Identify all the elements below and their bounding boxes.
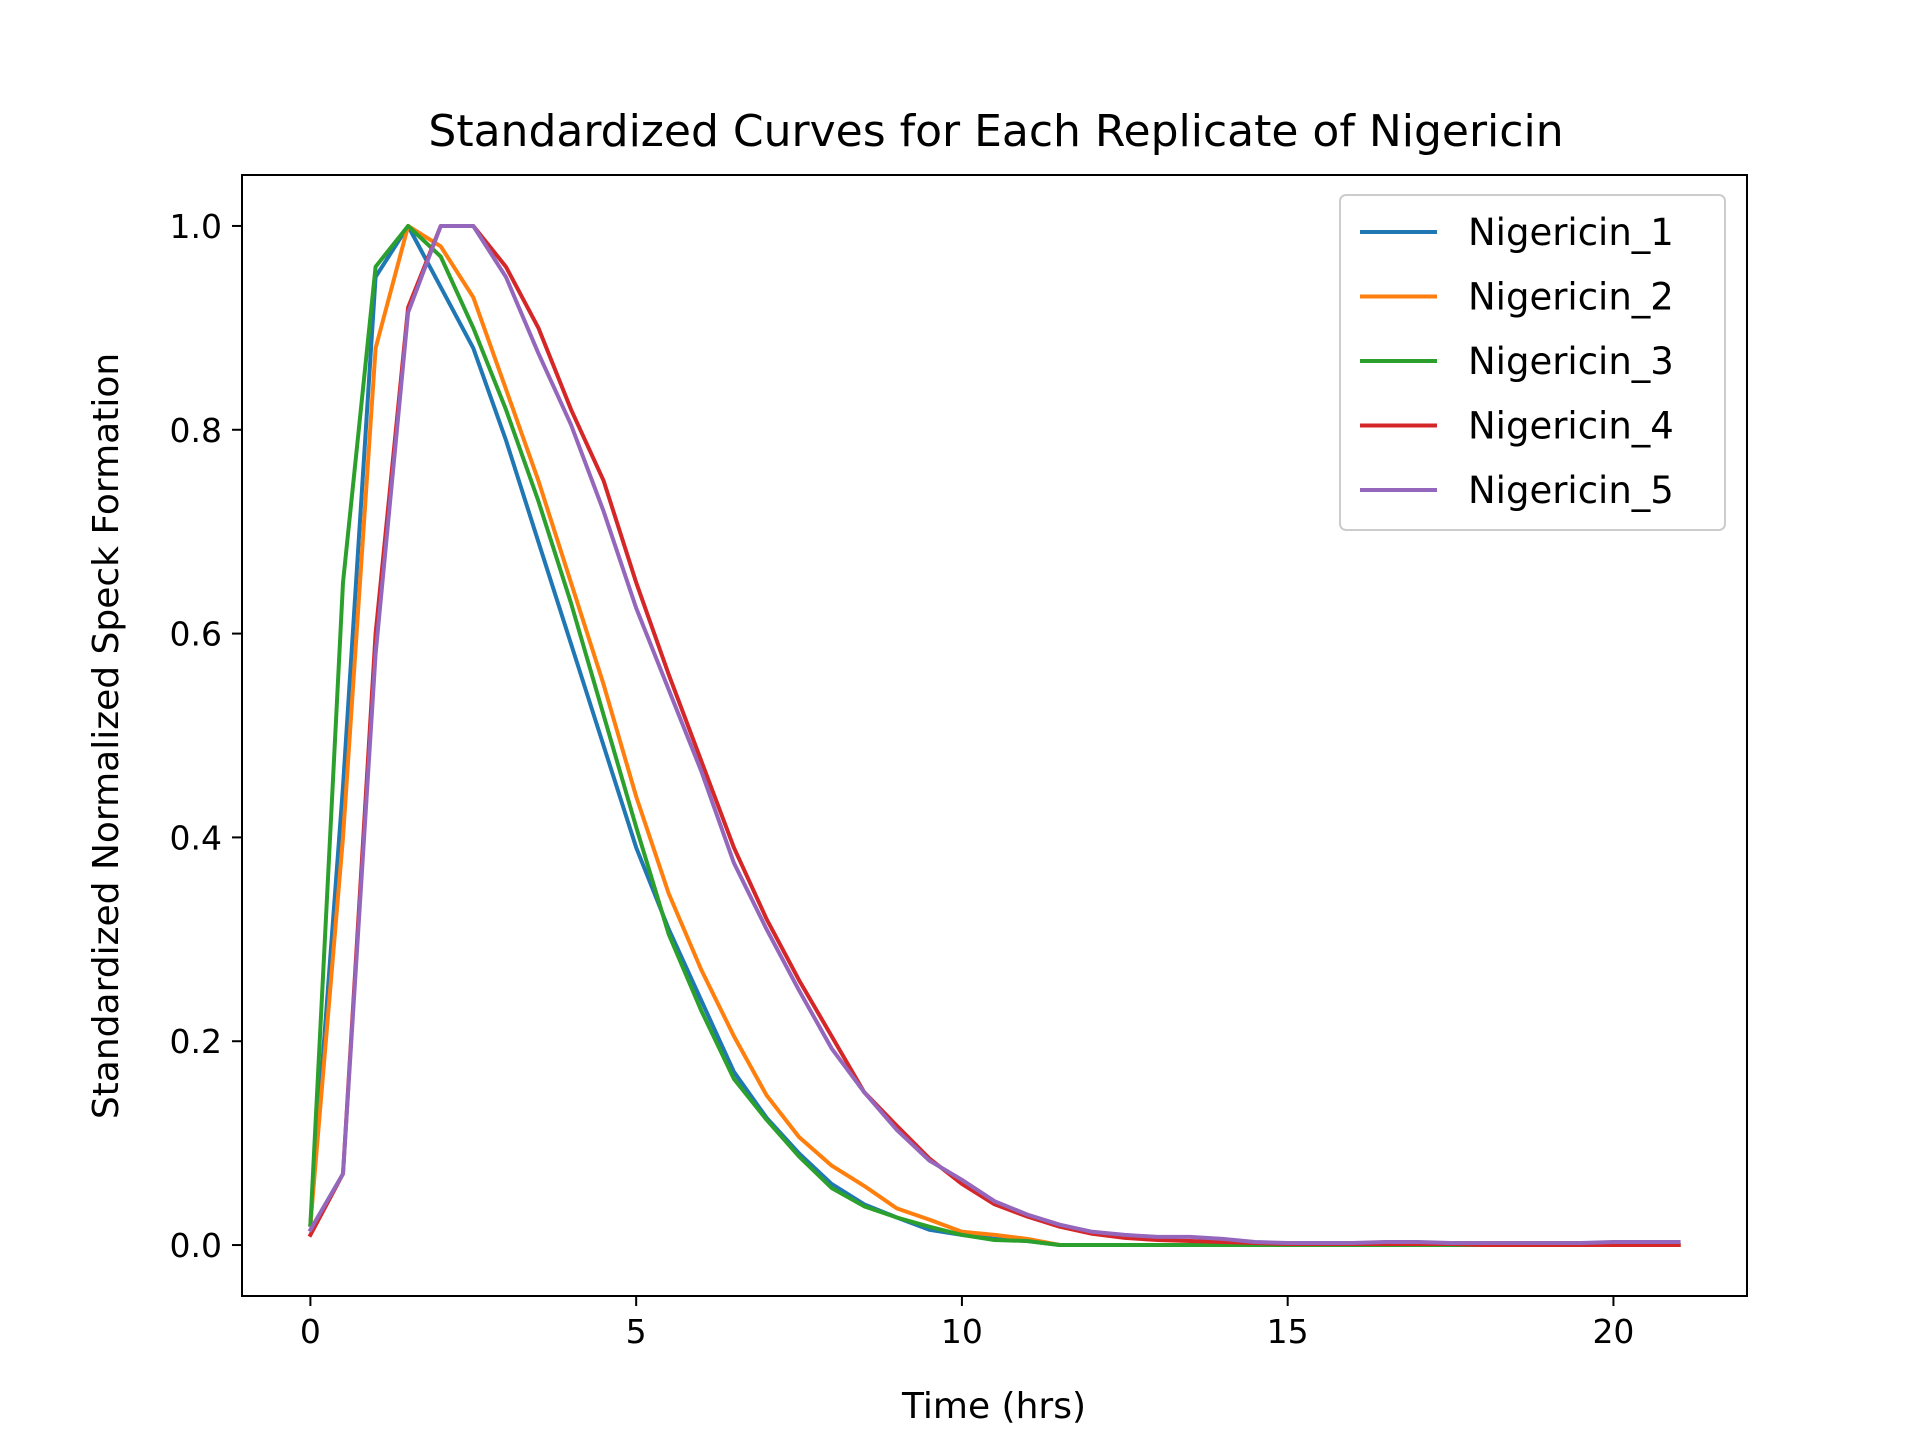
y-tick-label: 0.0 bbox=[170, 1226, 222, 1265]
x-tick-label: 5 bbox=[626, 1312, 647, 1351]
legend-label-5: Nigericin_5 bbox=[1468, 469, 1674, 512]
x-tick-label: 0 bbox=[300, 1312, 321, 1351]
y-tick-label: 1.0 bbox=[170, 207, 222, 246]
legend-label-3: Nigericin_3 bbox=[1468, 340, 1674, 383]
y-axis-label: Standardized Normalized Speck Formation bbox=[86, 353, 127, 1119]
x-tick-label: 20 bbox=[1592, 1312, 1634, 1351]
chart-title: Standardized Curves for Each Replicate o… bbox=[428, 106, 1563, 157]
y-tick-label: 0.6 bbox=[170, 615, 222, 654]
y-tick-label: 0.8 bbox=[170, 411, 222, 450]
x-axis-label: Time (hrs) bbox=[901, 1386, 1086, 1427]
x-axis-ticks: 0 5 10 15 20 bbox=[300, 1296, 1634, 1351]
y-tick-label: 0.2 bbox=[170, 1022, 222, 1061]
y-tick-label: 0.4 bbox=[170, 818, 222, 857]
legend-label-1: Nigericin_1 bbox=[1468, 211, 1674, 254]
y-axis-ticks: 0.0 0.2 0.4 0.6 0.8 1.0 bbox=[170, 207, 242, 1265]
legend-box bbox=[1339, 194, 1726, 531]
legend-label-2: Nigericin_2 bbox=[1468, 276, 1674, 319]
x-tick-label: 10 bbox=[941, 1312, 983, 1351]
series-line-5 bbox=[307, 224, 1681, 1245]
plot-area bbox=[241, 174, 1748, 1297]
series-layer bbox=[307, 224, 1681, 1247]
legend-label-4: Nigericin_4 bbox=[1468, 405, 1674, 448]
x-tick-label: 15 bbox=[1267, 1312, 1309, 1351]
plot-frame bbox=[241, 174, 1748, 1297]
legend: Nigericin_1 Nigericin_2 Nigericin_3 Nigeric… bbox=[1339, 194, 1726, 531]
